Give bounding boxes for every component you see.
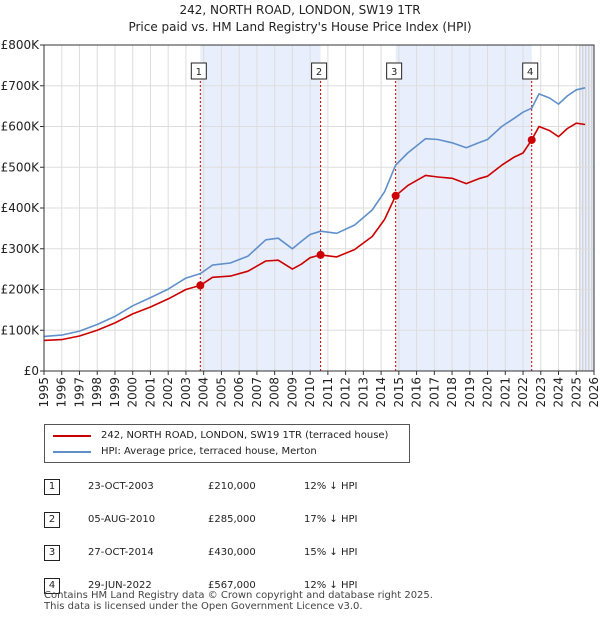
x-tick-label: 2002 xyxy=(161,377,175,408)
x-tick-label: 2023 xyxy=(534,377,548,408)
table-row: 1 23-OCT-2003 £210,000 12% ↓ HPI xyxy=(44,470,357,503)
sale-label-box xyxy=(386,62,403,80)
legend-label-hpi: HPI: Average price, terraced house, Mert… xyxy=(101,446,317,457)
legend-item-hpi: HPI: Average price, terraced house, Mert… xyxy=(53,445,317,459)
sale-price: £285,000 xyxy=(208,514,256,525)
sale-number: 1 xyxy=(44,478,60,495)
x-tick-label: 2017 xyxy=(427,377,441,408)
footer-attribution: Contains HM Land Registry data © Crown c… xyxy=(44,590,433,612)
legend-item-price: 242, NORTH ROAD, LONDON, SW19 1TR (terra… xyxy=(53,429,388,443)
sale-price: £430,000 xyxy=(208,547,256,558)
sale-point xyxy=(196,281,205,290)
sale-label-text: 4 xyxy=(527,67,533,78)
legend-label-price: 242, NORTH ROAD, LONDON, SW19 1TR (terra… xyxy=(101,430,389,441)
x-tick-label: 1995 xyxy=(37,377,51,408)
sale-label-text: 3 xyxy=(391,67,397,78)
sale-price: £210,000 xyxy=(208,481,256,492)
x-tick-label: 2007 xyxy=(250,377,264,408)
sale-label-box xyxy=(190,62,207,80)
sale-date: 29-JUN-2022 xyxy=(88,580,152,591)
x-tick-label: 1997 xyxy=(72,377,86,408)
sale-hpi-diff: 15% ↓ HPI xyxy=(304,547,358,558)
x-tick-label: 2009 xyxy=(285,377,299,408)
chart-title: 242, NORTH ROAD, LONDON, SW19 1TR xyxy=(179,3,421,17)
x-tick-label: 2001 xyxy=(143,377,157,408)
sale-hpi-diff: 17% ↓ HPI xyxy=(304,514,358,525)
sale-label: 1 xyxy=(190,62,207,80)
legend-swatch-hpi xyxy=(53,451,91,453)
sale-number: 2 xyxy=(44,511,60,528)
sale-label-text: 2 xyxy=(316,67,322,78)
footer-line-licence: This data is licensed under the Open Gov… xyxy=(44,601,363,612)
sale-date: 05-AUG-2010 xyxy=(88,514,156,525)
x-tick-label: 2010 xyxy=(303,377,317,408)
x-tick-label: 2015 xyxy=(392,377,406,408)
x-tick-label: 2013 xyxy=(356,377,370,408)
x-tick-label: 2003 xyxy=(179,377,193,408)
sale-label: 3 xyxy=(386,62,403,80)
y-tick-label: £400K xyxy=(1,201,41,215)
table-row: 4 29-JUN-2022 £567,000 12% ↓ HPI xyxy=(44,569,357,602)
chart-subtitle: Price paid vs. HM Land Registry's House … xyxy=(128,20,472,34)
sale-price: £567,000 xyxy=(208,580,256,591)
sale-point xyxy=(527,135,536,144)
sale-hpi-diff: 12% ↓ HPI xyxy=(304,580,358,591)
sales-table: 1 23-OCT-2003 £210,000 12% ↓ HPI 2 05-AU… xyxy=(44,470,357,602)
x-tick-label: 2018 xyxy=(445,377,459,408)
x-tick-label: 1996 xyxy=(55,377,69,408)
y-tick-label: £700K xyxy=(1,79,41,93)
x-tick-label: 2019 xyxy=(463,377,477,408)
sale-label: 2 xyxy=(311,62,328,80)
x-tick-label: 2006 xyxy=(232,377,246,408)
footer-line-copyright: Contains HM Land Registry data © Crown c… xyxy=(44,590,433,601)
sale-date: 27-OCT-2014 xyxy=(88,547,154,558)
y-tick-label: £0 xyxy=(24,364,39,378)
x-tick-label: 2016 xyxy=(410,377,424,408)
sale-number: 4 xyxy=(44,577,60,594)
sale-point xyxy=(316,250,325,259)
table-row: 3 27-OCT-2014 £430,000 15% ↓ HPI xyxy=(44,536,357,569)
sale-label-box xyxy=(311,62,328,80)
x-tick-label: 1999 xyxy=(108,377,122,408)
hpi-series-line xyxy=(43,87,586,338)
sale-label-box xyxy=(522,62,539,80)
x-tick-label: 2022 xyxy=(516,377,530,408)
sale-number: 3 xyxy=(44,544,60,561)
y-tick-label: £500K xyxy=(1,160,41,174)
sale-hpi-diff: 12% ↓ HPI xyxy=(304,481,358,492)
sale-date: 23-OCT-2003 xyxy=(88,481,154,492)
x-tick-label: 2000 xyxy=(126,377,140,408)
x-tick-label: 2012 xyxy=(339,377,353,408)
x-tick-label: 2024 xyxy=(552,377,566,408)
legend-swatch-price xyxy=(53,435,91,437)
sale-label: 4 xyxy=(522,62,539,80)
x-tick-label: 2011 xyxy=(321,377,335,408)
sale-point xyxy=(391,191,400,200)
sale-label-text: 1 xyxy=(196,67,202,78)
x-tick-label: 2026 xyxy=(587,377,600,408)
table-row: 2 05-AUG-2010 £285,000 17% ↓ HPI xyxy=(44,503,357,536)
price-chart: 1 2 3 4 £0 £100K £200K £300K £400K £500K £600K £700… xyxy=(1,38,600,408)
y-tick-label: £200K xyxy=(1,283,41,297)
x-tick-label: 2025 xyxy=(569,377,583,408)
price-series-line xyxy=(43,122,586,342)
x-tick-label: 2005 xyxy=(214,377,228,408)
x-tick-label: 2020 xyxy=(481,377,495,408)
x-tick-label: 1998 xyxy=(90,377,104,408)
y-tick-label: £800K xyxy=(1,38,41,52)
chart-legend: 242, NORTH ROAD, LONDON, SW19 1TR (terra… xyxy=(44,424,410,463)
x-tick-label: 2008 xyxy=(268,377,282,408)
x-tick-label: 2014 xyxy=(374,377,388,408)
y-tick-label: £100K xyxy=(1,323,41,337)
x-tick-label: 2004 xyxy=(197,377,211,408)
y-tick-label: £300K xyxy=(1,242,41,256)
x-tick-label: 2021 xyxy=(498,377,512,408)
y-tick-label: £600K xyxy=(1,120,41,134)
